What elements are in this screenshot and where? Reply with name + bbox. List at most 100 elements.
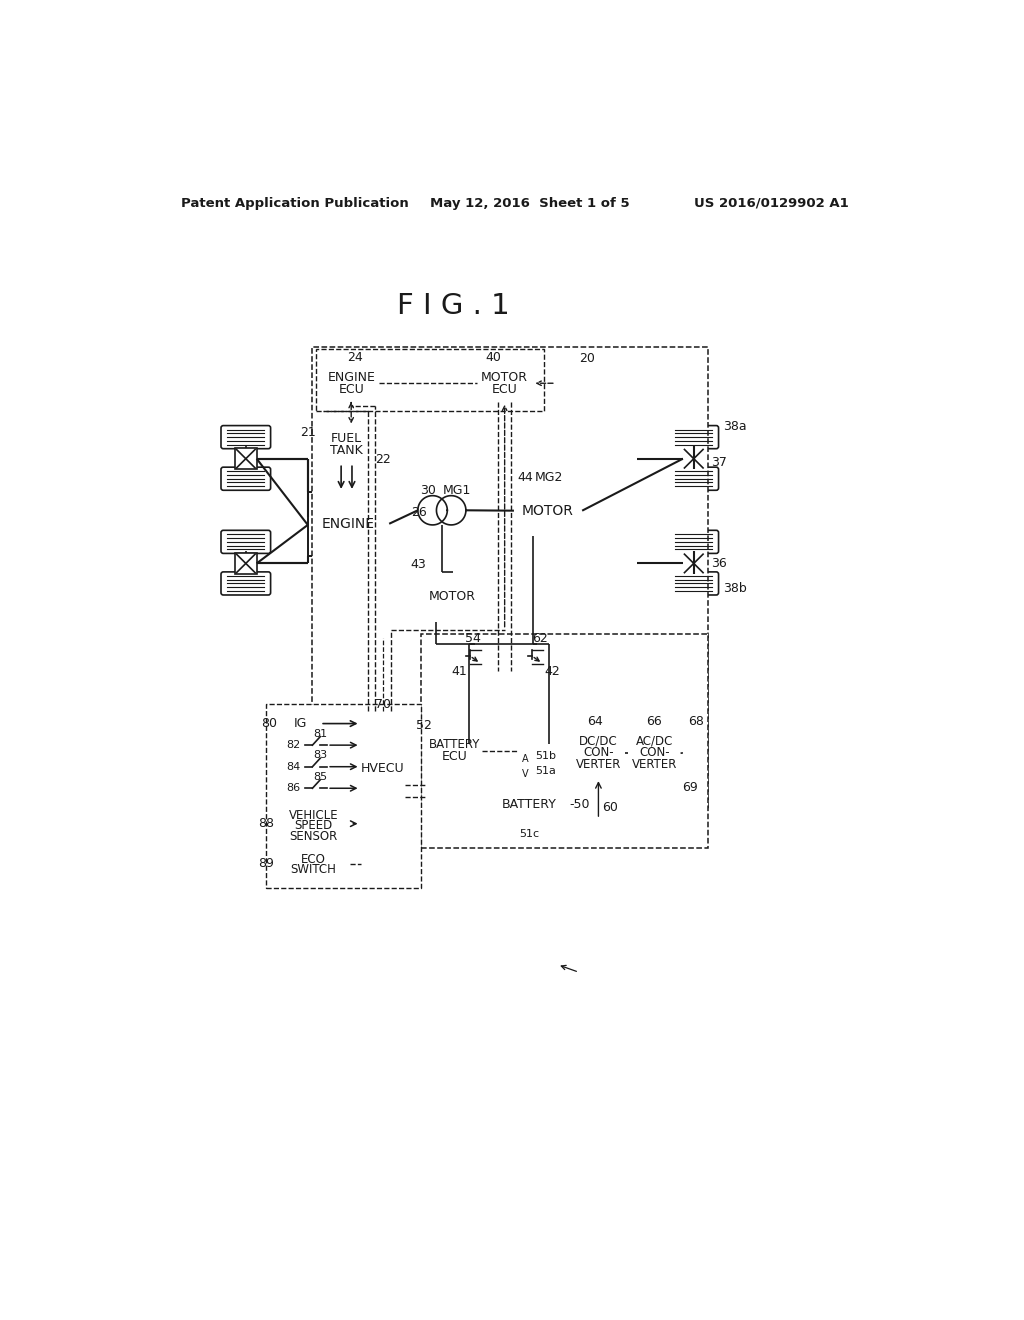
Circle shape	[310, 743, 314, 747]
Text: 54: 54	[465, 631, 481, 644]
Text: ECU: ECU	[492, 383, 517, 396]
Text: 85: 85	[313, 772, 328, 781]
Text: VERTER: VERTER	[575, 758, 622, 771]
Text: 81: 81	[313, 729, 328, 739]
Text: MG1: MG1	[443, 483, 472, 496]
Text: SENSOR: SENSOR	[290, 829, 338, 842]
Text: 66: 66	[646, 714, 663, 727]
Bar	[280, 713, 321, 734]
Bar	[421, 635, 708, 849]
Text: CON-: CON-	[583, 746, 613, 759]
Text: 44: 44	[518, 471, 534, 484]
FancyBboxPatch shape	[669, 467, 719, 490]
Bar	[572, 729, 625, 779]
Text: TANK: TANK	[330, 445, 362, 458]
Bar	[315, 350, 544, 411]
Text: 80: 80	[261, 717, 276, 730]
Circle shape	[318, 743, 323, 747]
Text: MOTOR: MOTOR	[522, 504, 574, 517]
Bar	[421, 572, 484, 622]
Text: 88: 88	[258, 817, 273, 830]
Text: 51c: 51c	[519, 829, 540, 840]
Bar	[461, 644, 489, 671]
Text: A: A	[521, 754, 528, 764]
Text: 43: 43	[411, 558, 427, 572]
Text: 38b: 38b	[723, 582, 746, 594]
Text: Patent Application Publication: Patent Application Publication	[180, 197, 409, 210]
Text: 41: 41	[452, 665, 468, 677]
Bar	[683, 447, 705, 470]
Text: 42: 42	[545, 665, 560, 677]
Text: 37: 37	[711, 455, 727, 469]
FancyBboxPatch shape	[669, 425, 719, 449]
Text: 83: 83	[313, 750, 328, 760]
Text: 30: 30	[420, 483, 436, 496]
Text: SWITCH: SWITCH	[291, 862, 337, 875]
Text: 60: 60	[602, 801, 618, 814]
Text: FUEL: FUEL	[331, 432, 362, 445]
Text: 52: 52	[416, 718, 432, 731]
Text: -50: -50	[569, 797, 590, 810]
Bar	[683, 553, 705, 574]
Bar	[490, 789, 568, 818]
Text: 40: 40	[485, 351, 501, 364]
Circle shape	[310, 764, 314, 768]
FancyBboxPatch shape	[221, 467, 270, 490]
Circle shape	[310, 787, 314, 791]
Text: MOTOR: MOTOR	[429, 590, 476, 603]
Bar	[683, 742, 697, 763]
Bar	[276, 851, 350, 876]
Text: BATTERY: BATTERY	[429, 738, 480, 751]
Text: BATTERY: BATTERY	[502, 797, 557, 810]
Text: 26: 26	[411, 506, 427, 519]
Text: F I G . 1: F I G . 1	[397, 292, 510, 321]
Text: ECU: ECU	[338, 383, 365, 396]
Text: 21: 21	[301, 426, 316, 440]
Bar	[360, 711, 406, 825]
Bar	[426, 733, 482, 770]
FancyBboxPatch shape	[669, 572, 719, 595]
Text: 51b: 51b	[535, 751, 556, 760]
FancyBboxPatch shape	[669, 531, 719, 553]
Text: V: V	[521, 770, 528, 779]
Text: CON-: CON-	[639, 746, 670, 759]
Text: 89: 89	[258, 857, 273, 870]
Bar	[477, 364, 532, 401]
Bar	[312, 347, 708, 809]
Bar	[524, 821, 535, 830]
Bar	[234, 447, 257, 470]
Text: 64: 64	[587, 714, 602, 727]
Text: MOTOR: MOTOR	[481, 371, 528, 384]
Text: 69: 69	[682, 781, 697, 795]
Text: 20: 20	[579, 352, 595, 366]
Bar	[276, 805, 350, 842]
Text: US 2016/0129902 A1: US 2016/0129902 A1	[693, 197, 849, 210]
Text: AC/DC: AC/DC	[636, 735, 673, 748]
FancyBboxPatch shape	[221, 531, 270, 553]
Circle shape	[318, 787, 323, 791]
Text: 51a: 51a	[535, 767, 556, 776]
Text: 70: 70	[375, 698, 391, 711]
Text: VEHICLE: VEHICLE	[289, 809, 338, 822]
Text: IG: IG	[293, 717, 307, 730]
Text: May 12, 2016  Sheet 1 of 5: May 12, 2016 Sheet 1 of 5	[430, 197, 630, 210]
Text: SPEED: SPEED	[295, 820, 333, 833]
Bar	[523, 644, 551, 671]
Text: 84: 84	[287, 762, 301, 772]
Text: ENGINE: ENGINE	[322, 516, 375, 531]
Text: 38a: 38a	[723, 420, 746, 433]
Text: HVECU: HVECU	[361, 762, 404, 775]
Bar	[514, 486, 583, 536]
Circle shape	[318, 764, 323, 768]
Bar	[628, 729, 681, 779]
Bar	[321, 426, 373, 463]
Text: 24: 24	[347, 351, 362, 364]
Bar	[308, 492, 389, 556]
Text: ECU: ECU	[441, 750, 467, 763]
Text: 68: 68	[688, 714, 705, 727]
Text: VERTER: VERTER	[632, 758, 677, 771]
FancyBboxPatch shape	[221, 425, 270, 449]
Text: MG2: MG2	[535, 471, 563, 484]
FancyBboxPatch shape	[221, 572, 270, 595]
Text: 86: 86	[287, 783, 301, 793]
